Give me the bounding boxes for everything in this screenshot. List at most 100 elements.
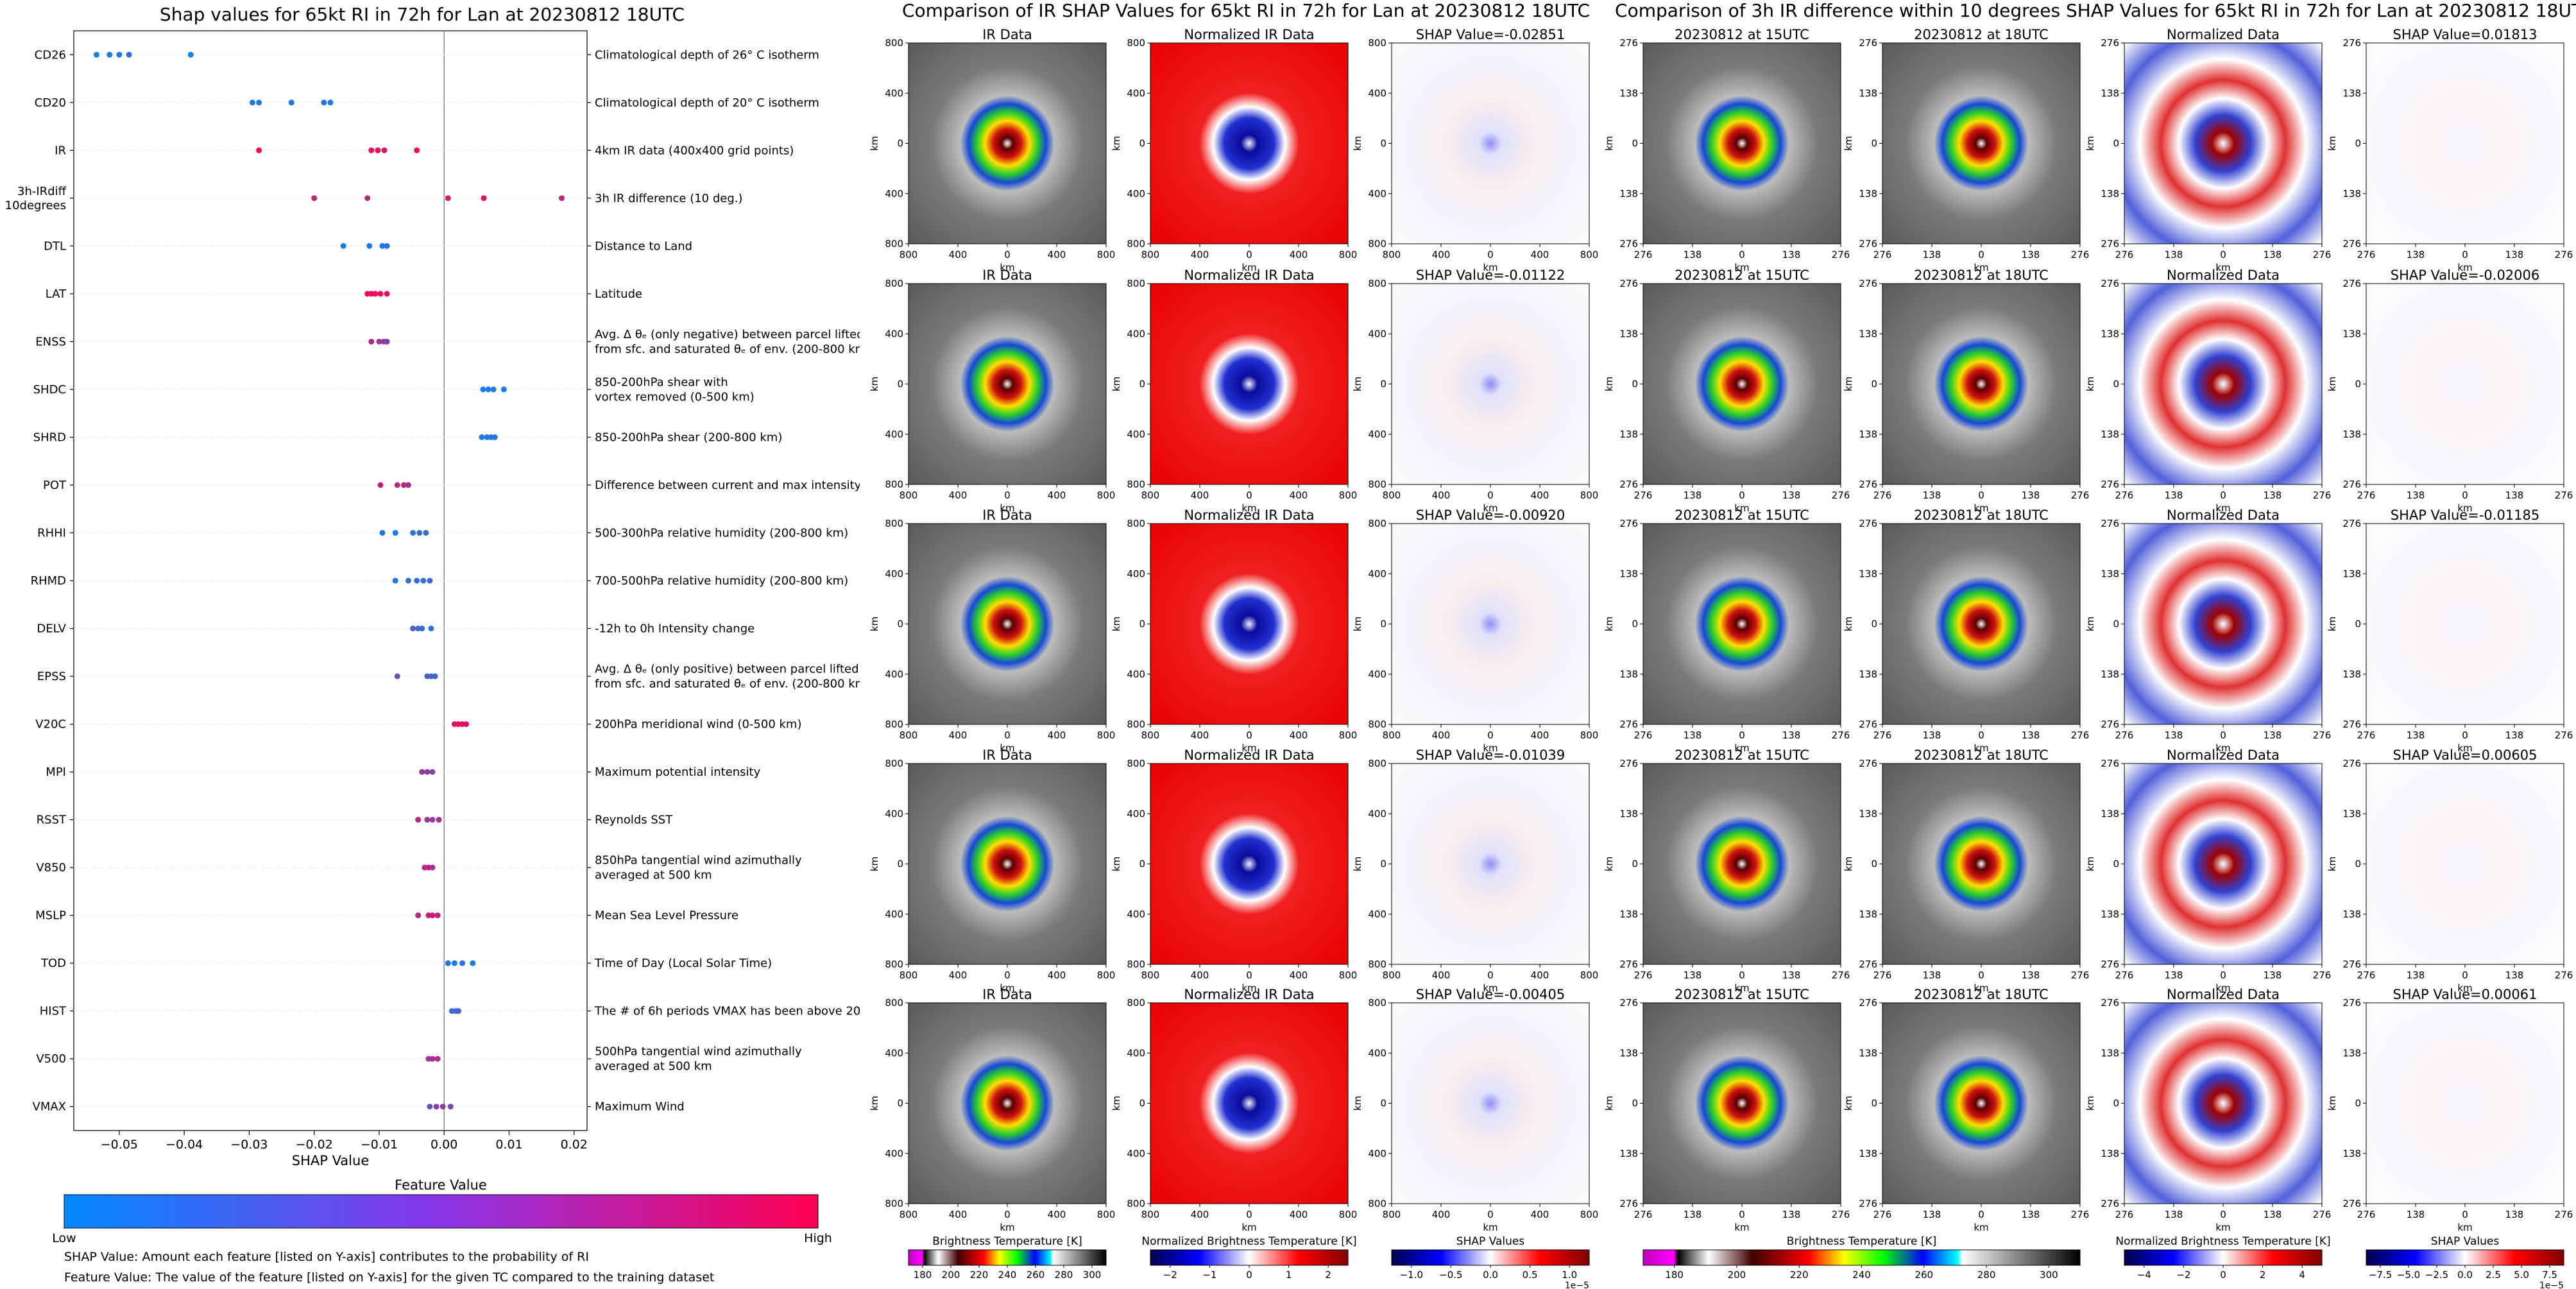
panel-x-axis-label: km	[2457, 982, 2472, 994]
panel-x-tick-label: 276	[2313, 490, 2332, 501]
panel-y-tick-label: 400	[1368, 429, 1386, 440]
panel-y-tick-label: 138	[1859, 429, 1877, 440]
panel-x-tick-label: 276	[2555, 1209, 2573, 1220]
panel-y-axis-label: km	[2085, 136, 2096, 151]
shap-point	[372, 291, 379, 297]
ir-18utc-panel	[1882, 523, 2081, 725]
panel-title: SHAP Value=0.00605	[2393, 747, 2538, 763]
panel-x-axis-label: km	[2215, 502, 2230, 514]
panel-x-tick-label: 276	[2357, 490, 2376, 501]
panel-x-axis-label: km	[1000, 982, 1014, 994]
panel-x-tick-label: 276	[1832, 1209, 1850, 1220]
panel-y-tick-label: 276	[1619, 518, 1638, 529]
panel-title: Normalized Data	[2167, 27, 2280, 42]
panel-y-axis-label: km	[1843, 617, 1854, 631]
panel-y-tick-label: 400	[1127, 568, 1145, 579]
shap-point	[500, 386, 507, 393]
ir-15utc-panel	[1642, 523, 1841, 725]
panel-y-axis-label: km	[1352, 1096, 1363, 1111]
panel-x-tick-label: 138	[2165, 969, 2183, 981]
feature-name-label: SHDC	[33, 383, 66, 397]
panel-y-tick-label: 276	[1859, 238, 1877, 250]
panel-x-tick-label: 276	[1634, 730, 1653, 741]
panel-y-tick-label: 138	[2342, 909, 2361, 920]
feature-name-label: DELV	[37, 622, 66, 636]
feature-description-label: Reynolds SST	[595, 814, 673, 827]
panel-x-tick-label: 800	[1580, 969, 1599, 981]
panel-y-tick-label: 800	[1127, 479, 1145, 490]
panel-x-tick-label: 276	[2555, 490, 2573, 501]
feature-description-label: Latitude	[595, 287, 642, 301]
panel-y-tick-label: 138	[1619, 188, 1638, 200]
panel-x-tick-label: 138	[2264, 1209, 2282, 1220]
panel-title: SHAP Value=-0.02851	[1416, 27, 1565, 42]
panel-y-tick-label: 800	[885, 719, 903, 730]
panel-y-tick-label: 400	[885, 429, 903, 440]
panel-x-tick-label: 400	[1191, 249, 1209, 260]
panel-x-tick-label: 0	[1739, 1209, 1745, 1220]
panel-x-tick-label: 138	[1923, 249, 1941, 260]
normalized-diff-panel	[2124, 283, 2323, 485]
feature-description-label: Avg. Δ θₑ (only positive) between parcel…	[595, 663, 859, 676]
colorbar-tick-label: 300	[1083, 1269, 1102, 1281]
panel-title: IR Data	[982, 747, 1032, 763]
colorbar-label: Brightness Temperature [K]	[1787, 1235, 1936, 1248]
shap-point	[394, 673, 400, 679]
panel-x-tick-label: 400	[1290, 730, 1308, 741]
panel-title: IR Data	[982, 27, 1032, 42]
panel-y-axis-label: km	[2326, 617, 2338, 631]
colorbar-label: Normalized Brightness Temperature [K]	[1141, 1235, 1356, 1248]
panel-y-tick-label: 276	[2342, 959, 2361, 970]
feature-description-label: Maximum Wind	[595, 1100, 685, 1114]
x-tick-label: −0.02	[296, 1138, 333, 1152]
panel-y-tick-label: 400	[1368, 568, 1386, 579]
panel-x-axis-label: km	[1483, 502, 1497, 514]
colorbar-tick-label: 260	[1915, 1269, 1933, 1281]
ir-data-panel	[908, 1002, 1107, 1204]
panel-x-tick-label: 276	[2313, 1209, 2332, 1220]
panel-title: Normalized IR Data	[1184, 508, 1314, 523]
panel-x-tick-label: 800	[1383, 249, 1401, 260]
ir-18utc-panel	[1882, 42, 2081, 244]
panel-x-tick-label: 400	[1191, 490, 1209, 501]
feature-value-colorbar	[64, 1194, 819, 1229]
shap-point	[424, 769, 431, 775]
colorbar-tick-label: −1.0	[1400, 1269, 1423, 1281]
panel-x-tick-label: 276	[2071, 249, 2090, 260]
panel-y-axis-label: km	[2326, 857, 2338, 871]
diff-shap-panel	[2366, 283, 2564, 485]
panel-y-tick-label: 276	[2101, 479, 2119, 490]
panel-title: Normalized IR Data	[1184, 268, 1314, 283]
panel-y-tick-label: 0	[2113, 138, 2119, 149]
panel-x-tick-label: 138	[2264, 249, 2282, 260]
panel-y-axis-label: km	[869, 136, 880, 151]
shap-point	[384, 338, 390, 345]
panel-x-tick-label: 800	[1141, 969, 1160, 981]
panel-y-tick-label: 138	[2342, 808, 2361, 819]
panel-y-tick-label: 0	[1139, 858, 1145, 870]
panel-x-tick-label: 138	[2407, 249, 2425, 260]
shap-point	[481, 195, 487, 201]
panel-x-tick-label: 276	[1873, 490, 1892, 501]
panel-y-tick-label: 138	[2101, 669, 2119, 680]
panel-x-tick-label: 400	[1531, 490, 1549, 501]
panel-y-tick-label: 0	[1380, 619, 1386, 630]
shap-point	[424, 817, 431, 823]
panel-y-tick-label: 276	[1619, 758, 1638, 769]
feature-description-label: averaged at 500 km	[595, 869, 712, 882]
panel-y-tick-label: 138	[1859, 1148, 1877, 1159]
panel-x-tick-label: 800	[1097, 730, 1116, 741]
shap-point	[321, 99, 327, 106]
colorbar-tick-label: 0	[1246, 1269, 1252, 1281]
panel-x-tick-label: 138	[1782, 730, 1801, 741]
shap-point	[423, 529, 429, 536]
panel-x-axis-label: km	[1241, 982, 1256, 994]
panel-title: SHAP Value=-0.00405	[1416, 987, 1565, 1002]
panel-x-tick-label: 800	[1580, 249, 1599, 260]
panel-title: Normalized Data	[2167, 508, 2280, 523]
panel-y-tick-label: 276	[1859, 758, 1877, 769]
panel-y-tick-label: 400	[885, 328, 903, 339]
feature-description-label: averaged at 500 km	[595, 1060, 712, 1073]
shap-point	[414, 577, 420, 584]
panel-x-tick-label: 276	[1832, 730, 1850, 741]
